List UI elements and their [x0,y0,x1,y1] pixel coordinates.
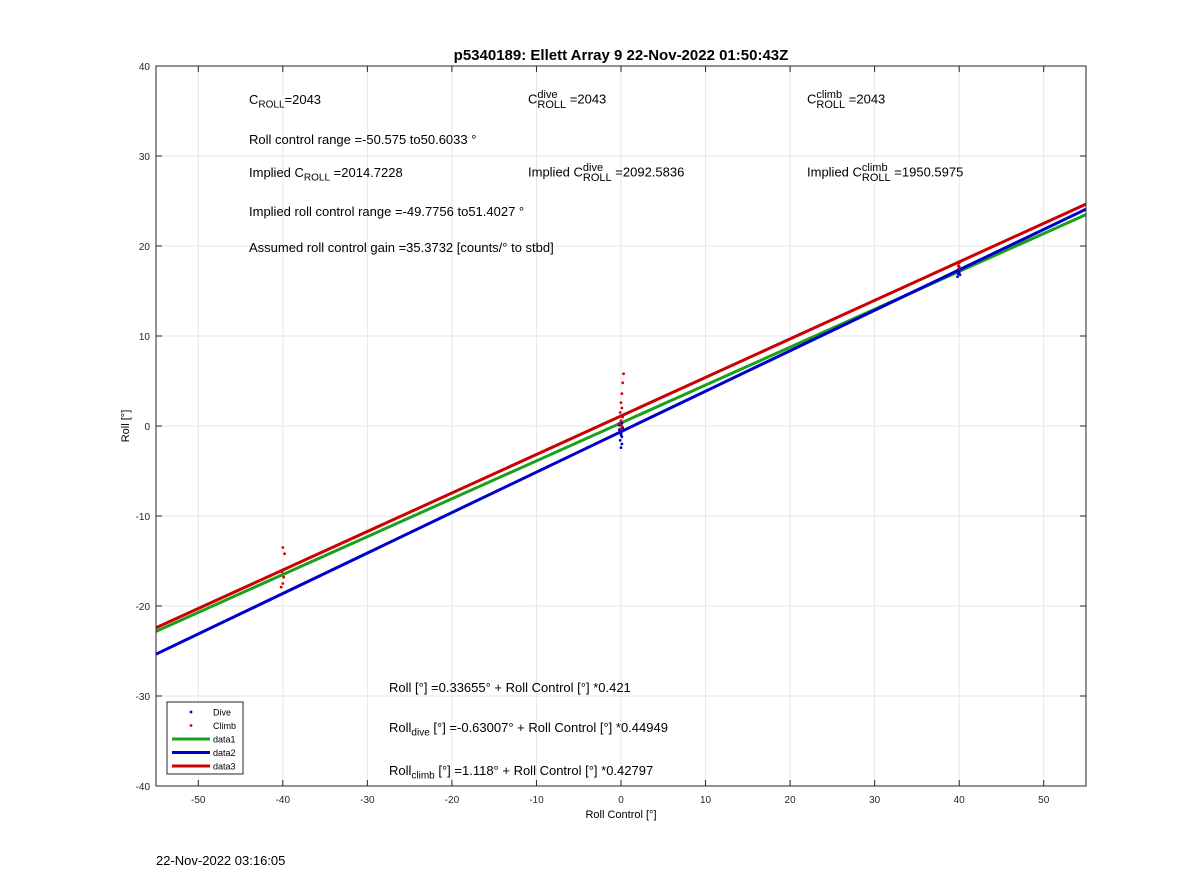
y-tick-label: 40 [139,62,151,73]
data-point-climb [620,392,624,395]
y-tick-label: -30 [136,692,151,703]
y-tick-label: 30 [139,152,151,163]
data-point-climb [619,401,623,404]
gain-text: Assumed roll control gain =35.3732 [coun… [249,240,554,255]
chart-title: p5340189: Ellett Array 9 22-Nov-2022 01:… [454,47,789,64]
data-point-dive [958,273,962,277]
axes-box [155,65,1087,787]
data-points [279,261,962,589]
x-tick-label: -40 [276,795,291,806]
x-tick-label: 30 [869,795,881,806]
data-point-dive [619,446,623,449]
data-point-climb [619,419,623,422]
x-tick-label: -30 [360,795,375,806]
data-point-dive [620,442,624,446]
x-tick-label: -20 [445,795,460,806]
fit-all-text: Roll [°] =0.33655° + Roll Control [°] *0… [389,680,631,695]
data-point-climb [622,372,625,376]
data-point-dive [956,269,959,273]
legend-label-data2: data2 [213,748,236,758]
data-point-climb [956,264,960,268]
axis-ticks: -50 -40 -30 -20 -10 0 10 20 30 40 50 -40 -30 -20 -10 0 1… [136,62,1086,806]
data-point-dive [618,439,622,442]
c-roll-value: 2043 [292,92,322,107]
data-point-climb [620,424,624,428]
implied-c-roll-label: Implied CROLL =2014.7228 [249,165,403,184]
x-tick-label: 20 [785,795,797,806]
fit-line-data2 [155,207,1087,656]
fit-climb-label: Rollclimb [°] =1.118° + Roll Control [°]… [389,763,654,782]
y-axis-label: Roll [°] [120,410,132,443]
x-tick-label: 0 [618,795,624,806]
data-point-climb [279,585,283,589]
roll-range-text: Roll control range =-50.575 to50.6033 ° [249,132,477,147]
data-point-climb [621,415,625,419]
data-point-climb [618,411,622,414]
implied-range-text: Implied roll control range =-49.7756 to5… [249,204,525,219]
data-point-climb [619,427,623,431]
data-point-climb [281,582,285,585]
c-roll-label: CROLL=2043 [249,92,322,111]
fit-climb-text: [°] =1.118° + Roll Control [°] *0.42797 [434,763,654,778]
data-point-climb [282,575,286,579]
data-point-climb [283,552,286,556]
data-point-climb [617,421,621,425]
implied-c-roll-dive-value: 2092.5836 [622,164,685,180]
legend-label-climb: Climb [213,721,236,731]
x-tick-label: -50 [191,795,206,806]
data-point-dive [956,275,959,278]
data-point-dive [620,421,624,425]
legend-label-dive: Dive [213,708,231,718]
y-tick-label: 20 [139,242,151,253]
y-tick-label: 10 [139,332,151,343]
c-roll-climb-value: 2043 [856,91,886,107]
y-tick-label: -40 [136,782,151,793]
x-tick-label: 10 [700,795,712,806]
data-point-climb [621,381,625,385]
legend-swatch-climb [189,724,193,727]
x-tick-label: 40 [954,795,966,806]
legend-label-data1: data1 [213,735,236,745]
x-tick-label: -10 [529,795,544,806]
y-tick-label: -10 [136,512,151,523]
implied-c-roll-value: 2014.7228 [341,165,403,180]
legend: Dive Climb data1 data2 data3 [166,701,244,775]
data-point-climb [620,406,624,410]
footer-timestamp: 22-Nov-2022 03:16:05 [156,853,286,868]
data-point-dive [619,433,623,437]
legend-label-data3: data3 [213,762,236,772]
y-tick-label: 0 [144,422,150,433]
implied-c-roll-climb-value: 1950.5975 [901,164,964,180]
legend-swatch-dive [189,710,193,714]
x-tick-label: 50 [1038,795,1050,806]
data-point-climb [281,546,285,549]
c-roll-dive-value: 2043 [577,91,607,107]
data-point-climb [280,570,284,574]
fit-dive-label: Rolldive [°] =-0.63007° + Roll Control [… [389,720,668,739]
fit-line-data3 [155,202,1087,630]
data-point-climb [957,261,961,265]
x-axis-label: Roll Control [°] [585,809,656,821]
fit-dive-text: [°] =-0.63007° + Roll Control [°] *0.449… [429,720,668,735]
data-point-climb [957,267,961,270]
y-tick-label: -20 [136,602,151,613]
